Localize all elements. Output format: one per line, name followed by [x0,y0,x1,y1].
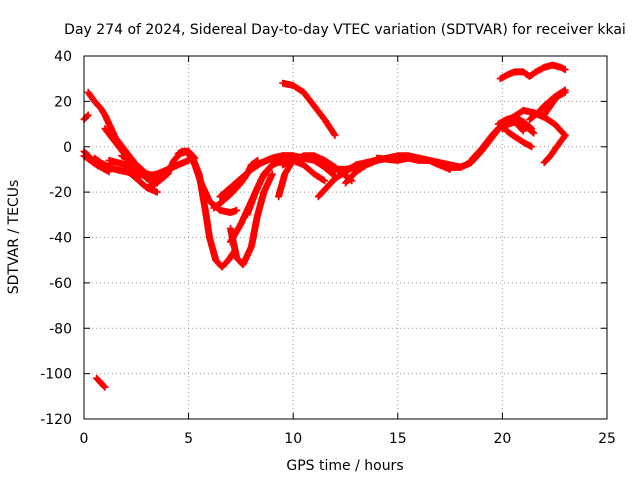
y-axis-label: SDTVAR / TECUs [6,180,22,295]
data-point-markers [540,88,569,119]
data-point-markers [279,154,329,169]
y-ticks: -120 -100 -80 -60 -40 -20 0 20 40 [40,49,607,428]
x-tick-label: 5 [184,431,193,447]
chart-title: Day 274 of 2024, Sidereal Day-to-day VTE… [64,22,626,38]
y-tick-label: -40 [49,231,72,247]
x-axis-label: GPS time / hours [286,458,403,474]
x-tick-label: 0 [80,431,89,447]
data-track [494,113,536,133]
data-point-markers [496,61,569,83]
y-tick-label: -100 [40,367,72,383]
data-track [540,131,569,167]
data-track [503,127,536,151]
grid [84,56,607,419]
x-tick-label: 25 [598,431,616,447]
y-tick-label: 0 [63,140,72,156]
x-tick-label: 20 [493,431,511,447]
data-point-markers [540,131,569,167]
y-tick-label: -20 [49,185,72,201]
data-track [93,374,109,391]
data-point-markers [185,150,241,216]
y-tick-label: -80 [49,321,72,337]
x-tick-label: 10 [284,431,302,447]
data-point-markers [118,152,161,187]
data-point-markers [498,118,527,135]
y-tick-label: 40 [54,49,72,65]
data-track [540,88,569,119]
data-tracks [80,61,569,391]
data-track [118,152,161,187]
data-point-markers [503,127,536,151]
data-point-markers [279,79,339,139]
data-track [279,79,339,139]
data-point-markers [93,374,109,391]
data-point-markers [494,113,536,133]
x-ticks: 0 5 10 15 20 25 [80,56,616,447]
data-track [498,118,527,135]
data-track [185,150,241,216]
data-track [496,61,569,83]
y-tick-label: -120 [40,412,72,428]
y-tick-label: -60 [49,276,72,292]
data-track [279,154,329,169]
x-tick-label: 15 [389,431,407,447]
y-tick-label: 20 [54,94,72,110]
